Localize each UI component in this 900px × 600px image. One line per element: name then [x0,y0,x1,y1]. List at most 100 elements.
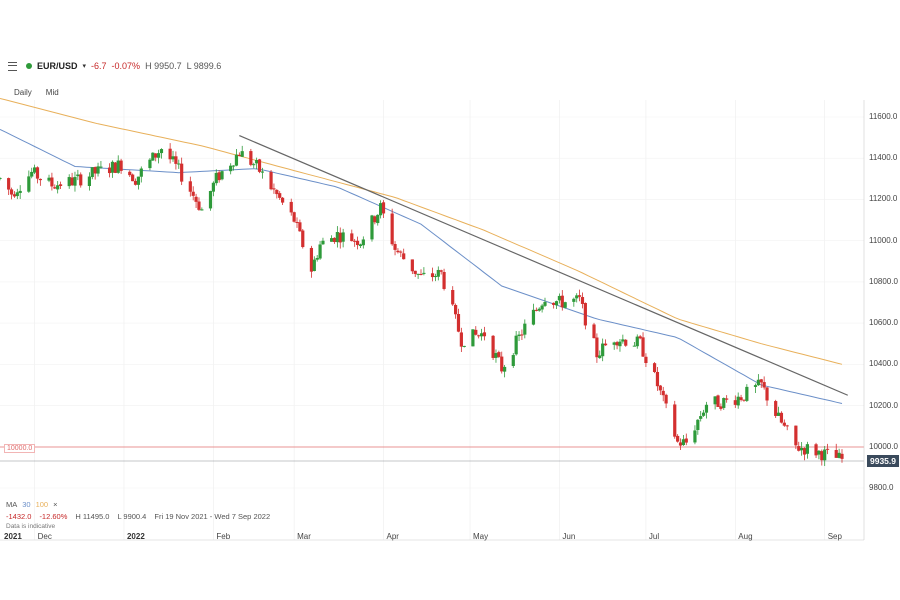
trendline[interactable] [239,134,849,396]
candle-up[interactable] [598,350,602,359]
candle-down[interactable] [128,170,132,177]
candle-up[interactable] [15,188,19,200]
candle-up[interactable] [330,235,334,242]
candle-up[interactable] [572,297,576,307]
candle-up[interactable] [696,419,700,435]
candle-down[interactable] [577,289,582,302]
candle-down[interactable] [154,153,158,162]
candle-up[interactable] [704,401,709,419]
candle-up[interactable] [805,441,809,459]
candle-down[interactable] [350,229,354,242]
candle-up[interactable] [736,392,740,409]
candle-down[interactable] [419,269,423,276]
candle-down[interactable] [275,189,279,199]
candle-up[interactable] [753,383,758,394]
candle-down[interactable] [673,400,677,439]
candle-down[interactable] [716,394,720,408]
price-type-selector[interactable]: Mid [45,88,59,97]
candle-up[interactable] [540,303,544,313]
candle-up[interactable] [817,449,821,460]
candle-down[interactable] [785,424,789,431]
candle-down[interactable] [280,196,285,206]
ma30-legend[interactable]: 30 [22,500,31,509]
candle-up[interactable] [56,181,60,194]
candle-down[interactable] [451,286,455,306]
candle-down[interactable] [759,378,763,388]
candle-down[interactable] [272,183,276,194]
candle-up[interactable] [713,396,717,410]
candle-down[interactable] [580,292,585,309]
candle-up[interactable] [531,303,536,326]
candle-down[interactable] [624,339,628,347]
candle-down[interactable] [399,250,403,258]
candle-down[interactable] [396,248,400,254]
candle-down[interactable] [12,191,17,198]
candle-down[interactable] [719,403,723,411]
candle-down[interactable] [820,449,824,466]
candle-up[interactable] [701,409,706,417]
candle-up[interactable] [379,200,383,219]
candle-down[interactable] [442,268,446,291]
candle-up[interactable] [30,167,34,179]
candle-down[interactable] [278,191,282,200]
candle-down[interactable] [295,217,299,228]
candle-down[interactable] [664,393,668,409]
candle-up[interactable] [416,273,420,279]
candle-up[interactable] [171,150,175,162]
candle-down[interactable] [742,399,746,402]
candle-up[interactable] [433,273,438,282]
candle-down[interactable] [292,211,296,223]
candle-down[interactable] [269,169,273,191]
candle-down[interactable] [168,143,172,164]
candle-down[interactable] [35,166,40,184]
candle-up[interactable] [136,176,141,190]
candle-up[interactable] [27,170,31,193]
candle-down[interactable] [355,236,360,250]
candle-up[interactable] [76,169,80,181]
candle-up[interactable] [618,338,622,352]
price-chart[interactable] [0,50,900,550]
candle-up[interactable] [321,237,325,245]
candle-down[interactable] [774,399,778,419]
candle-down[interactable] [676,434,680,443]
candle-down[interactable] [410,259,414,275]
candle-up[interactable] [635,334,639,349]
candle-down[interactable] [560,290,564,311]
candle-up[interactable] [693,425,697,445]
candle-down[interactable] [603,339,608,346]
candle-down[interactable] [79,172,83,188]
candle-down[interactable] [194,193,198,208]
candle-down[interactable] [332,237,337,244]
candle-down[interactable] [482,326,487,341]
candle-up[interactable] [422,267,426,276]
candle-up[interactable] [0,177,2,181]
candle-up[interactable] [557,293,562,304]
candle-down[interactable] [474,326,478,336]
candle-down[interactable] [794,425,798,450]
candle-up[interactable] [33,164,37,175]
candle-up[interactable] [756,374,760,386]
candle-up[interactable] [745,384,749,402]
candle-down[interactable] [50,172,54,191]
candle-down[interactable] [289,198,293,216]
candle-down[interactable] [534,307,538,312]
candle-up[interactable] [517,331,521,342]
candle-down[interactable] [814,442,818,459]
candle-up[interactable] [612,341,616,350]
candle-down[interactable] [390,208,394,246]
candle-up[interactable] [208,190,213,211]
candle-down[interactable] [7,177,11,195]
candle-down[interactable] [658,384,662,395]
candle-down[interactable] [373,215,377,225]
candle-up[interactable] [90,167,94,180]
candle-down[interactable] [9,187,14,200]
candle-down[interactable] [381,200,386,219]
candle-up[interactable] [200,207,204,211]
candle-up[interactable] [699,410,703,422]
hamburger-menu-icon[interactable] [8,61,17,71]
candle-down[interactable] [595,333,599,363]
candle-up[interactable] [159,148,164,159]
candle-down[interactable] [655,367,660,391]
candle-up[interactable] [148,157,152,171]
candle-down[interactable] [825,443,830,455]
